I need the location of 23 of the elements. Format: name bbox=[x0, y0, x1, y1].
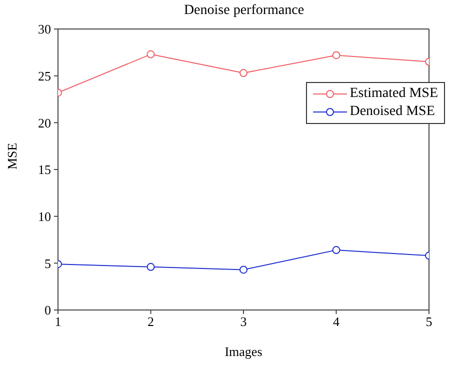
point bbox=[332, 51, 340, 60]
x-tick-label: 3 bbox=[240, 314, 247, 330]
x-tick-label: 1 bbox=[54, 314, 62, 330]
x-axis-title: Images bbox=[224, 344, 262, 359]
y-tick-label: 0 bbox=[44, 302, 51, 318]
legend-label: Denoised MSE bbox=[350, 103, 435, 121]
legend-label: Estimated MSE bbox=[350, 85, 438, 103]
point bbox=[146, 50, 155, 58]
point bbox=[240, 69, 248, 78]
y-tick-label: 15 bbox=[38, 162, 51, 178]
point bbox=[332, 246, 340, 254]
x-tick-label: 4 bbox=[333, 314, 340, 330]
x-tick-label: 2 bbox=[148, 314, 154, 330]
y-tick-label: 10 bbox=[38, 208, 51, 224]
y-tick-label: 20 bbox=[38, 115, 51, 130]
chart-title: Denoise performance bbox=[182, 3, 306, 19]
y-tick-label: 30 bbox=[38, 22, 51, 37]
point bbox=[146, 262, 155, 271]
y-axis-title: MSE bbox=[4, 142, 20, 170]
y-tick-label: 25 bbox=[38, 68, 51, 84]
point bbox=[240, 266, 248, 274]
y-tick-label: 5 bbox=[44, 256, 51, 271]
x-tick-label: 5 bbox=[426, 314, 432, 330]
